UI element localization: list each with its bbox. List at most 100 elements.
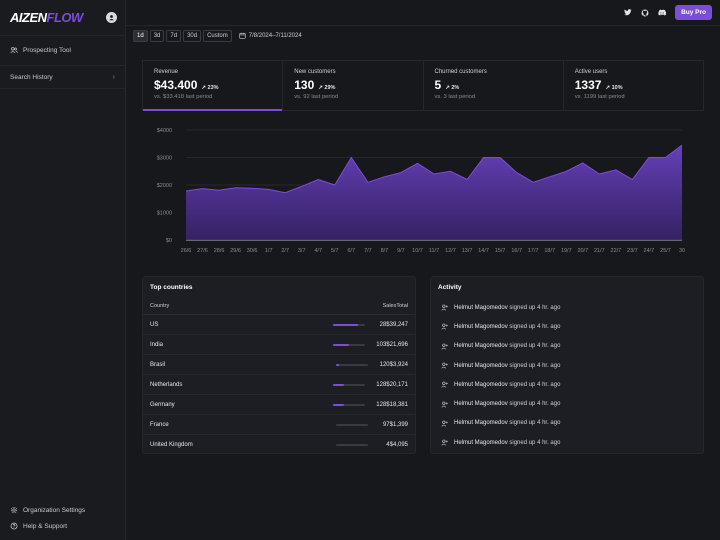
sales-bar — [333, 323, 366, 326]
avatar[interactable] — [106, 12, 117, 23]
user-plus-icon — [441, 420, 448, 427]
stat-value: 5 — [434, 78, 442, 92]
country-name: Netherlands — [150, 381, 183, 388]
total-value: $18,381 — [386, 401, 408, 408]
x-tick-label: 4/7 — [314, 248, 322, 254]
list-item[interactable]: Helmut Magomedov signed up 4 hr. ago — [431, 356, 703, 375]
activity-user-name: Helmut Magomedov — [454, 439, 508, 446]
total-value: $4,095 — [389, 442, 408, 448]
trend-up-icon: ↗ — [318, 85, 325, 91]
x-tick-label: 27/6 — [197, 248, 208, 254]
discord-icon[interactable] — [658, 9, 667, 17]
panel-title: Top countries — [150, 284, 193, 291]
list-item[interactable]: Helmut Magomedov signed up 4 hr. ago — [431, 298, 703, 317]
stat-delta: ↗ 2% — [445, 85, 459, 91]
sales-bar — [335, 444, 369, 446]
table-row[interactable]: United Kingdom 4 $4,095 — [143, 435, 415, 455]
x-tick-label: 23/7 — [627, 248, 638, 254]
list-item[interactable]: Helmut Magomedov signed up 4 hr. ago — [431, 414, 703, 433]
x-tick-label: 9/7 — [397, 248, 405, 254]
x-tick-label: 6/7 — [347, 248, 355, 254]
x-tick-label: 18/7 — [544, 248, 555, 254]
stat-card-active-users[interactable]: Active users 1337 ↗ 10% vs. 1199 last per… — [564, 61, 703, 110]
sales-bar — [333, 383, 366, 386]
range-custom-button[interactable]: Custom — [203, 29, 232, 42]
range-7d-button[interactable]: 7d — [166, 29, 182, 42]
country-name: Brasil — [150, 361, 166, 368]
date-range-picker[interactable]: 7/8/2024–7/11/2024 — [239, 32, 302, 39]
sales-value: 97 — [382, 421, 390, 428]
total-value: $20,171 — [386, 381, 408, 388]
table-row[interactable]: India 103 $21,696 — [143, 335, 415, 355]
panel-title: Activity — [438, 284, 462, 291]
x-tick-label: 11/7 — [429, 248, 439, 254]
user-plus-icon — [441, 439, 448, 446]
list-item[interactable]: Helmut Magomedov signed up 4 hr. ago — [431, 394, 703, 413]
activity-text: signed up 4 hr. ago — [509, 439, 561, 446]
list-item[interactable]: Helmut Magomedov signed up 4 hr. ago — [431, 375, 703, 394]
x-tick-label: 30 — [679, 248, 685, 254]
activity-user-name: Helmut Magomedov — [454, 343, 508, 350]
table-body: US 28 $39,247 India 103 $21,696 Brasil 120 $3,92… — [143, 315, 415, 455]
sales-bar-fill — [333, 343, 350, 346]
table-row[interactable]: Netherlands 128 $20,171 — [143, 375, 415, 395]
table-row[interactable]: Germany 128 $18,381 — [143, 395, 415, 415]
range-1d-button[interactable]: 1d — [133, 29, 148, 42]
stat-delta: ↗ 10% — [605, 85, 622, 91]
sidebar-item-organization-settings[interactable]: Organization Settings — [0, 502, 126, 518]
y-tick-label: $4000 — [157, 128, 172, 134]
app-logo[interactable]: AIZEN FLOW — [10, 10, 83, 25]
stat-card-new-customers[interactable]: New customers 130 ↗ 29% vs. 92 last perio… — [283, 61, 424, 110]
list-item[interactable]: Helmut Magomedov signed up 4 hr. ago — [431, 317, 703, 336]
sidebar-item-label: Search History — [10, 73, 53, 81]
stat-delta-value: 23% — [207, 85, 219, 91]
trend-up-icon: ↗ — [201, 85, 208, 91]
area-fill — [186, 145, 682, 240]
stat-label: Revenue — [154, 69, 179, 75]
country-name: United Kingdom — [150, 442, 193, 448]
gear-icon — [10, 506, 18, 514]
sidebar-item-help-support[interactable]: Help & Support — [0, 518, 126, 534]
x-tick-label: 28/6 — [214, 248, 225, 254]
sales-value: 128 — [376, 381, 387, 388]
sales-bar-fill — [333, 383, 345, 386]
twitter-icon[interactable] — [624, 9, 632, 17]
x-tick-label: 30/6 — [247, 248, 258, 254]
date-range-label: 7/8/2024–7/11/2024 — [248, 32, 302, 39]
activity-user-name: Helmut Magomedov — [454, 381, 508, 388]
trend-up-icon: ↗ — [605, 85, 612, 91]
stat-previous: vs. 92 last period — [294, 94, 339, 100]
total-value: $1,399 — [389, 421, 408, 428]
activity-text: signed up 4 hr. ago — [509, 420, 561, 427]
range-3d-button[interactable]: 3d — [149, 29, 165, 42]
column-header-country: Country — [150, 302, 170, 309]
table-row[interactable]: France 97 $1,399 — [143, 415, 415, 435]
buy-pro-button[interactable]: Buy Pro — [675, 5, 712, 20]
stat-card-revenue[interactable]: Revenue $43.400 ↗ 23% vs. $33.418 last pe… — [143, 61, 284, 111]
sales-bar — [335, 363, 369, 366]
table-row[interactable]: US 28 $39,247 — [143, 315, 415, 335]
x-tick-label: 22/7 — [611, 248, 622, 254]
user-plus-icon — [441, 343, 448, 350]
sidebar-item-label: Prospecting Tool — [23, 46, 71, 54]
list-item[interactable]: Helmut Magomedov signed up 4 hr. ago — [431, 433, 703, 452]
stat-delta-value: 29% — [324, 85, 336, 91]
top-countries-panel: Top countries Country Sales Total US 28 $3… — [142, 276, 416, 454]
sidebar-divider — [0, 65, 125, 66]
github-icon[interactable] — [641, 9, 649, 17]
sidebar-item-prospecting-tool[interactable]: Prospecting Tool — [0, 39, 125, 61]
country-name: Germany — [150, 401, 175, 408]
x-tick-label: 8/7 — [381, 248, 389, 254]
user-plus-icon — [441, 401, 448, 408]
chart-x-axis: 26/6 27/6 28/6 29/6 30/6 1/7 2/7 3/7 4/7 5/7 6/7 7/… — [181, 248, 685, 254]
activity-text: signed up 4 hr. ago — [509, 401, 561, 408]
logo-text-accent: FLOW — [46, 10, 84, 25]
sidebar-item-search-history[interactable]: Search History › — [0, 66, 125, 88]
table-row[interactable]: Brasil 120 $3,924 — [143, 355, 415, 375]
list-item[interactable]: Helmut Magomedov signed up 4 hr. ago — [431, 337, 703, 356]
user-icon — [109, 15, 114, 21]
logo-row: AIZEN FLOW — [0, 0, 125, 36]
stat-card-churned-customers[interactable]: Churned customers 5 ↗ 2% vs. 3 last perio… — [424, 61, 564, 110]
sales-bar — [335, 423, 369, 426]
range-30d-button[interactable]: 30d — [183, 29, 202, 42]
